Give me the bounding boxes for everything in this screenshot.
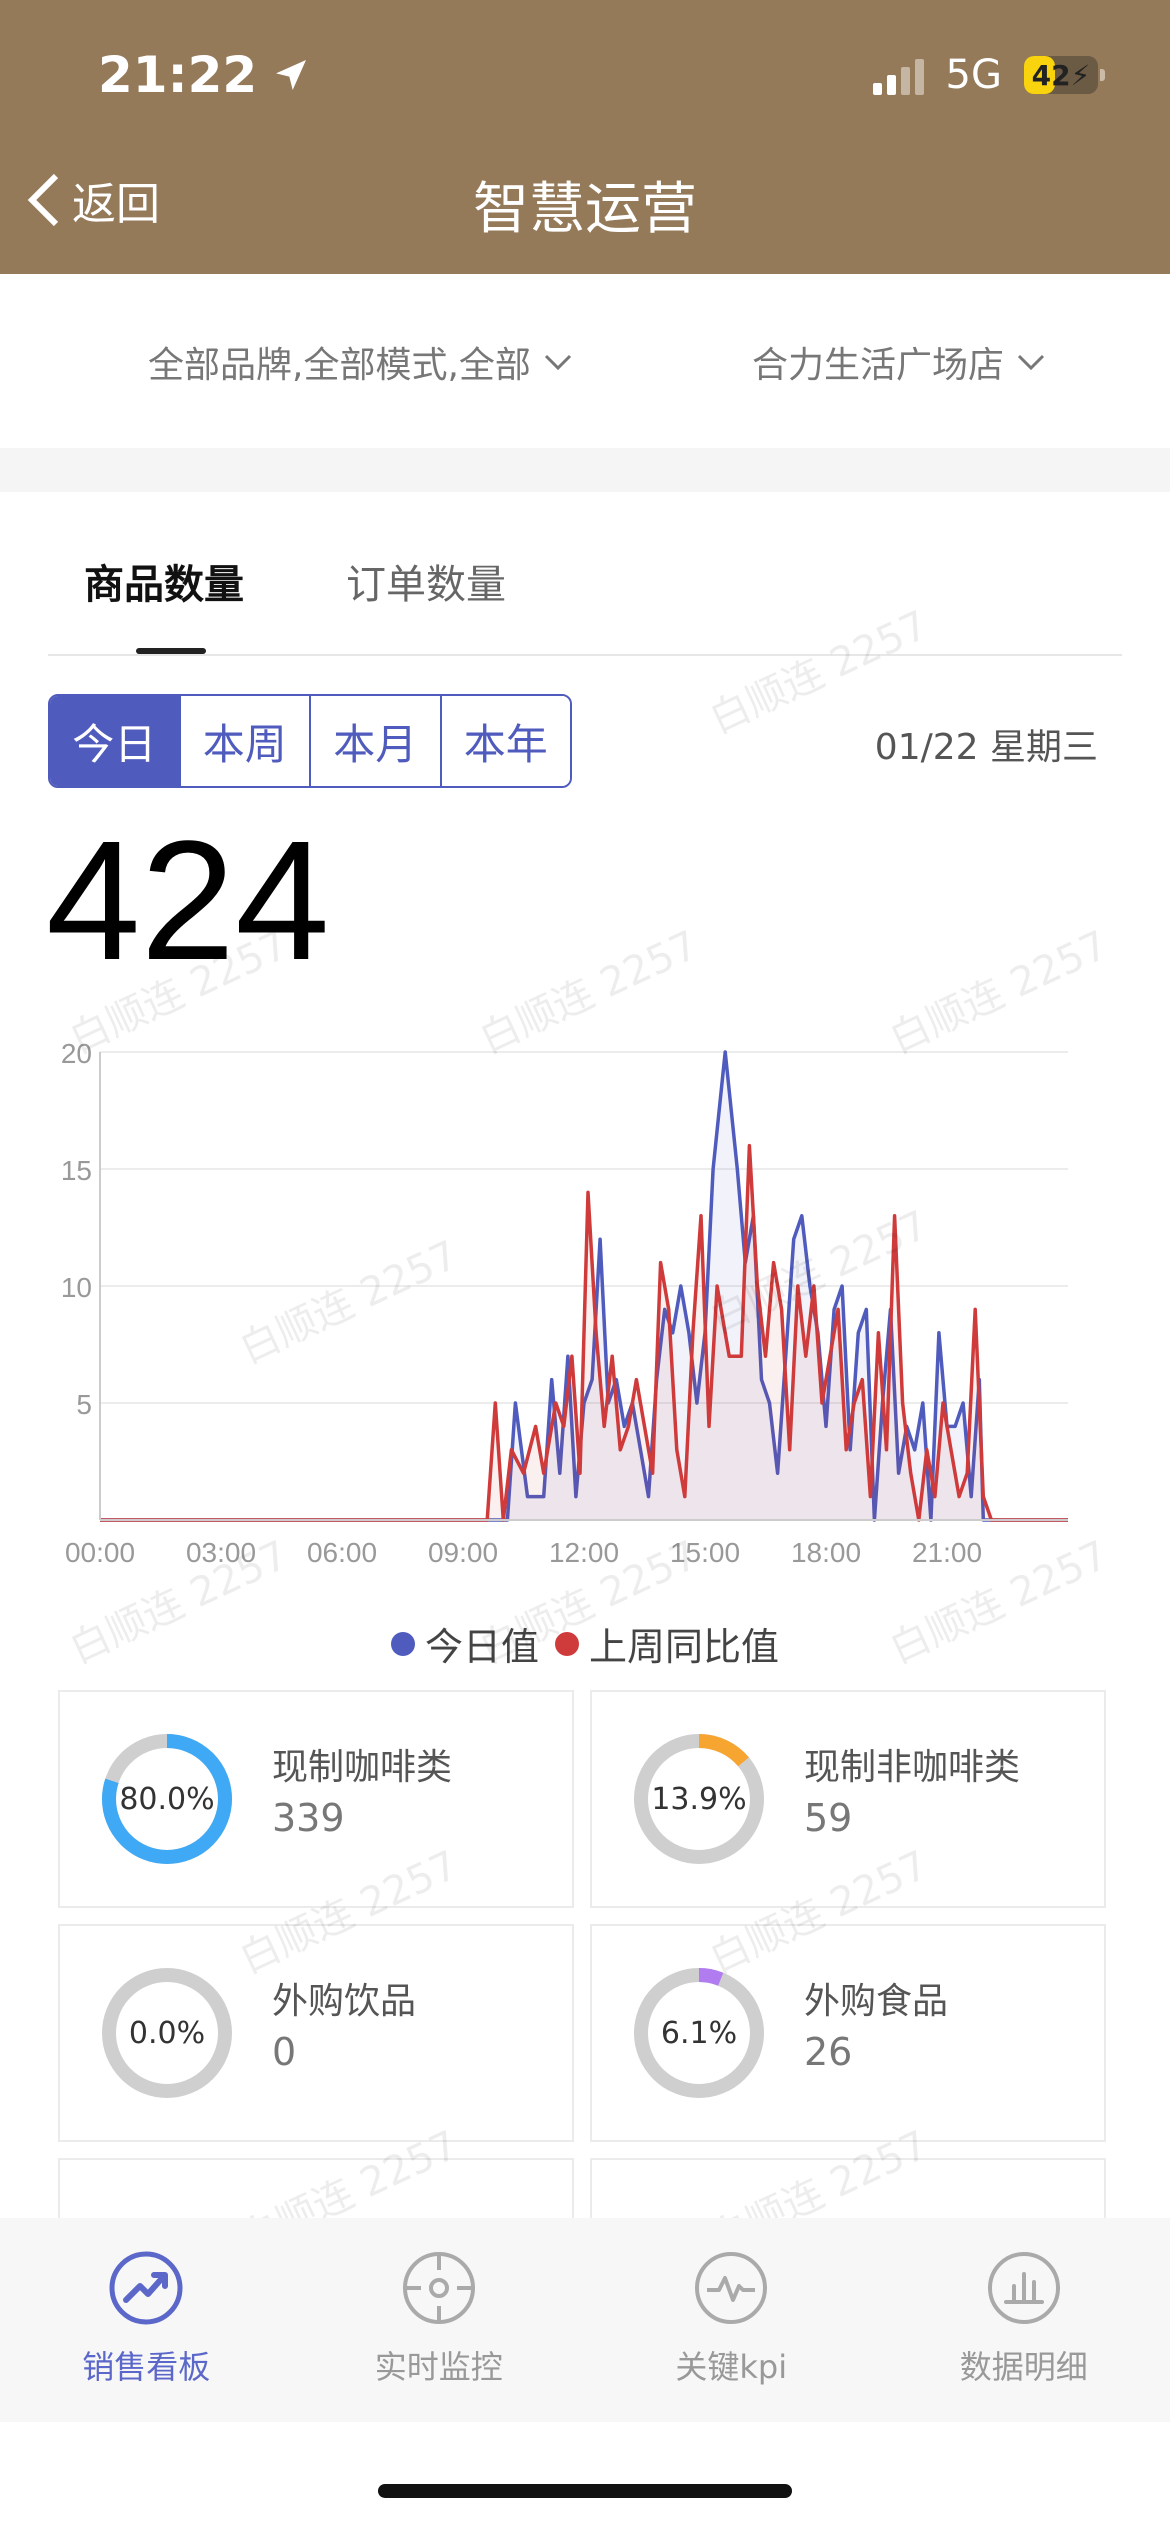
legend-dot-last-week [555,1631,579,1656]
chart-legend: 今日值 上周同比值 [0,1616,1170,1671]
nav-realtime-monitor[interactable]: 实时监控 [293,2218,586,2422]
page-title: 智慧运营 [473,177,697,242]
x-tick-label: 18:00 [791,1537,861,1568]
status-time: 21:22 [98,46,258,104]
filter-bar: 全部品牌,全部模式,全部 合力生活广场店 [0,274,1170,448]
active-tab-indicator [136,648,206,654]
period-week-button[interactable]: 本周 [180,696,311,786]
category-card-fresh-non-coffee[interactable]: 13.9% 现制非咖啡类 59 [590,1690,1106,1908]
category-card-fresh-coffee[interactable]: 80.0% 现制咖啡类 339 [58,1690,574,1908]
trend-chart-icon [109,2251,183,2325]
chart-series [100,1050,1068,1522]
category-value: 26 [804,2030,853,2074]
total-goods-count: 424 [46,806,330,996]
pulse-icon [695,2252,768,2324]
store-filter-dropdown[interactable]: 合力生活广场店 [752,336,1046,388]
chevron-down-icon [544,354,571,371]
home-indicator [378,2484,792,2498]
donut-arc [102,1734,232,1864]
chevron-down-icon [1017,354,1045,371]
chart-axes: 5 10 15 20 00:00 03:00 06:00 09:00 12:00 15:00 18:… [61,1038,1068,1568]
app-header: 21:22 5G 42⚡ 返回 智慧运营 [0,0,1170,274]
period-today-button[interactable]: 今日 [50,696,181,786]
category-value: 59 [804,1796,853,1840]
section-divider [0,448,1170,492]
battery-level: 42⚡ [1031,58,1091,92]
category-percent: 0.0% [128,2015,206,2051]
category-name: 现制非咖啡类 [804,1747,1021,1788]
x-tick-label: 21:00 [912,1537,982,1568]
category-name: 外购食品 [804,1981,949,2022]
x-tick-label: 09:00 [428,1537,498,1568]
donut-chart [634,1968,764,2098]
crosshair-icon [402,2252,475,2324]
category-card-bought-drinks[interactable]: 0.0% 外购饮品 0 [58,1924,574,2142]
period-month-button[interactable]: 本月 [311,696,442,786]
battery-icon: 42⚡ [1024,56,1105,94]
category-percent: 13.9% [651,1781,747,1817]
donut-chart [102,1968,232,2098]
back-button[interactable]: 返回 [26,168,160,232]
legend-item-last-week[interactable]: 上周同比值 [555,1616,779,1671]
donut-arc [634,1968,764,2098]
period-year-button[interactable]: 本年 [441,696,570,786]
category-value: 0 [272,2030,297,2074]
store-filter-label: 合力生活广场店 [752,345,1005,386]
x-tick-label: 15:00 [670,1537,740,1568]
donut-chart [102,1734,232,1864]
series-line-last-week [100,1143,1068,1522]
legend-label-last-week: 上周同比值 [589,1625,780,1669]
status-bar-time-group: 21:22 [98,46,311,104]
chevron-left-icon [27,173,59,227]
x-tick-label: 03:00 [186,1537,256,1568]
bar-chart-icon [987,2252,1060,2324]
bottom-navigation: 销售看板 实时监控 关键kpi 数据明细 [0,2218,1170,2422]
tab-order-count[interactable]: 订单数量 [346,562,506,608]
donut-chart [634,1734,764,1864]
nav-key-kpi[interactable]: 关键kpi [585,2218,878,2422]
x-tick-label: 12:00 [549,1537,619,1568]
category-percent: 6.1% [660,2015,738,2051]
brand-filter-label: 全部品牌,全部模式,全部 [148,345,531,386]
nav-sales-dashboard[interactable]: 销售看板 [0,2218,293,2422]
series-area-1 [100,1145,1068,1520]
category-name: 外购饮品 [272,1981,417,2022]
legend-item-today[interactable]: 今日值 [390,1616,539,1671]
category-value: 339 [272,1796,345,1840]
battery-fill [1024,56,1056,94]
y-tick-label: 20 [61,1038,92,1069]
y-tick-label: 5 [76,1389,92,1420]
legend-dot-today [390,1631,415,1656]
network-type: 5G [945,52,1002,98]
donut-arc [634,1734,764,1864]
nav-label: 关键kpi [675,2348,788,2386]
y-tick-label: 15 [61,1155,92,1186]
tab-goods-count[interactable]: 商品数量 [84,562,244,608]
location-arrow-icon [276,60,307,90]
back-label: 返回 [72,179,160,230]
current-date: 01/22 星期三 [874,727,1098,768]
nav-label: 数据明细 [959,2348,1088,2386]
legend-label-today: 今日值 [424,1625,539,1669]
status-bar-right: 5G 42⚡ [872,52,1105,98]
nav-label: 销售看板 [82,2348,211,2386]
nav-label: 实时监控 [374,2348,503,2386]
x-tick-label: 00:00 [65,1537,135,1568]
nav-data-detail[interactable]: 数据明细 [878,2218,1170,2422]
donut-track [102,1968,232,2098]
category-name: 现制咖啡类 [272,1747,453,1788]
category-percent: 80.0% [119,1781,215,1817]
x-tick-label: 06:00 [307,1537,377,1568]
brand-filter-dropdown[interactable]: 全部品牌,全部模式,全部 [148,336,573,388]
series-area-0 [100,1052,1068,1520]
metric-tabs: 商品数量 订单数量 [48,492,1122,656]
y-tick-label: 10 [61,1272,92,1303]
cellular-signal-icon [872,55,924,95]
hourly-goods-line-chart: 5 10 15 20 00:00 03:00 06:00 09:00 12:00 15:00 18:… [61,1038,1068,1568]
category-card-bought-food[interactable]: 6.1% 外购食品 26 [590,1924,1106,2142]
period-selector: 今日 本周 本月 本年 [48,694,572,788]
